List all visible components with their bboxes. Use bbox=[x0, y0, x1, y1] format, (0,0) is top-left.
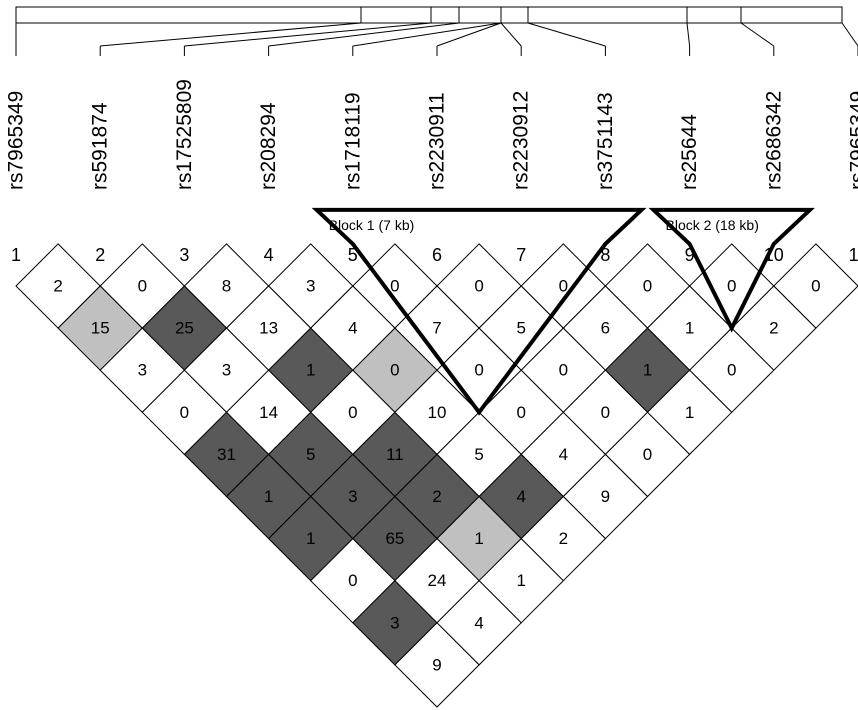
snp-connector bbox=[686, 22, 691, 47]
snp-connector bbox=[740, 22, 775, 47]
ld-value: 0 bbox=[474, 277, 483, 296]
snp-connector bbox=[500, 22, 522, 47]
ld-value: 14 bbox=[259, 403, 278, 422]
snp-connector bbox=[100, 22, 362, 47]
snp-label: rs17525809 bbox=[173, 79, 196, 190]
snp-label: rs3751143 bbox=[594, 92, 617, 190]
snp-label: rs2686342 bbox=[762, 91, 785, 190]
snp-index: 5 bbox=[348, 245, 358, 265]
snp-index: 6 bbox=[432, 245, 442, 265]
ld-value: 0 bbox=[348, 403, 357, 422]
snp-label: rs2230912 bbox=[510, 91, 533, 190]
ld-value: 2 bbox=[769, 319, 778, 338]
haplotype-blocks: Block 1 (7 kb) Block 2 (18 kb) bbox=[311, 207, 815, 416]
snp-index: 3 bbox=[179, 245, 189, 265]
ld-value: 1 bbox=[306, 529, 315, 548]
ld-value: 2 bbox=[559, 529, 568, 548]
snp-label: rs1718119 bbox=[341, 92, 364, 190]
ld-value: 5 bbox=[474, 445, 483, 464]
ld-value: 13 bbox=[259, 319, 278, 338]
snp-connector bbox=[527, 22, 606, 47]
snp-index: 9 bbox=[685, 245, 695, 265]
ld-value: 25 bbox=[175, 319, 194, 338]
ld-value: 31 bbox=[217, 445, 236, 464]
ld-value: 1 bbox=[685, 403, 694, 422]
ld-cells: 2 0 8 3 0 0 0 0 0 015 25 13 4 7 5 6 1 23 3 1 0 0 0 1 00 14 0 10 0 0 13… bbox=[15, 243, 858, 708]
ld-value: 0 bbox=[643, 445, 652, 464]
ld-value: 0 bbox=[811, 277, 820, 296]
snp-index: 7 bbox=[516, 245, 526, 265]
snp-label: rs25644 bbox=[678, 114, 701, 190]
ld-value: 3 bbox=[348, 487, 357, 506]
ld-value: 15 bbox=[91, 319, 110, 338]
snp-label: rs591874 bbox=[89, 102, 112, 190]
ld-value: 3 bbox=[222, 361, 231, 380]
ld-value: 5 bbox=[306, 445, 315, 464]
ld-value: 1 bbox=[264, 487, 273, 506]
snp-connector bbox=[352, 22, 502, 47]
chromosome-position-map bbox=[15, 6, 843, 24]
ld-value: 0 bbox=[390, 361, 399, 380]
ld-value: 1 bbox=[474, 529, 483, 548]
ld-value: 0 bbox=[727, 277, 736, 296]
ld-value: 1 bbox=[306, 361, 315, 380]
ld-value: 3 bbox=[390, 613, 399, 632]
ld-value: 4 bbox=[559, 445, 568, 464]
block-outline bbox=[648, 207, 815, 333]
ld-value: 2 bbox=[53, 277, 62, 296]
ld-value: 5 bbox=[516, 319, 525, 338]
snp-position-connectors bbox=[15, 22, 858, 56]
ld-value: 4 bbox=[348, 319, 357, 338]
ld-value: 0 bbox=[516, 403, 525, 422]
ld-value: 0 bbox=[559, 277, 568, 296]
ld-value: 3 bbox=[306, 277, 315, 296]
ld-value: 0 bbox=[559, 361, 568, 380]
ld-value: 2 bbox=[432, 487, 441, 506]
ld-value: 1 bbox=[643, 361, 652, 380]
ld-value: 7 bbox=[432, 319, 441, 338]
snp-indices: 1234567891011 bbox=[11, 245, 858, 265]
snp-index: 8 bbox=[600, 245, 610, 265]
snp-label: rs7965349 bbox=[5, 91, 28, 190]
ld-value: 10 bbox=[428, 403, 447, 422]
snp-label: rs208294 bbox=[257, 102, 280, 190]
snp-label: rs2230911 bbox=[426, 92, 449, 190]
snp-connector bbox=[841, 22, 858, 47]
ld-value: 0 bbox=[138, 277, 147, 296]
ld-value: 0 bbox=[474, 361, 483, 380]
ld-value: 0 bbox=[180, 403, 189, 422]
ld-value: 3 bbox=[138, 361, 147, 380]
ld-value: 65 bbox=[385, 529, 404, 548]
snp-index: 2 bbox=[95, 245, 105, 265]
ld-value: 1 bbox=[685, 319, 694, 338]
ld-value: 9 bbox=[432, 655, 441, 674]
ld-value: 0 bbox=[643, 277, 652, 296]
snp-index: 4 bbox=[264, 245, 274, 265]
ld-value: 24 bbox=[428, 571, 447, 590]
snp-connector bbox=[184, 22, 432, 47]
ld-value: 0 bbox=[348, 571, 357, 590]
block-label: Block 1 (7 kb) bbox=[329, 217, 415, 233]
ld-value: 4 bbox=[516, 487, 525, 506]
ld-value: 0 bbox=[601, 403, 610, 422]
block-label: Block 2 (18 kb) bbox=[666, 217, 759, 233]
snp-index: 1 bbox=[11, 245, 21, 265]
ld-cell bbox=[394, 622, 480, 708]
ld-value: 4 bbox=[474, 613, 483, 632]
ld-value: 11 bbox=[386, 445, 404, 464]
ld-value: 0 bbox=[390, 277, 399, 296]
ld-value: 8 bbox=[222, 277, 231, 296]
snp-connector bbox=[268, 22, 460, 47]
snp-connector bbox=[436, 22, 502, 47]
ld-value: 0 bbox=[727, 361, 736, 380]
ld-value: 1 bbox=[516, 571, 525, 590]
ld-value: 6 bbox=[601, 319, 610, 338]
snp-label: rs7965349 bbox=[847, 91, 858, 190]
snp-index: 11 bbox=[849, 245, 858, 265]
position-bar bbox=[15, 6, 843, 24]
block-outline bbox=[311, 207, 647, 416]
snp-labels: rs7965349 rs591874 rs17525809 rs208294 rs171… bbox=[5, 79, 858, 190]
ld-value: 9 bbox=[601, 487, 610, 506]
